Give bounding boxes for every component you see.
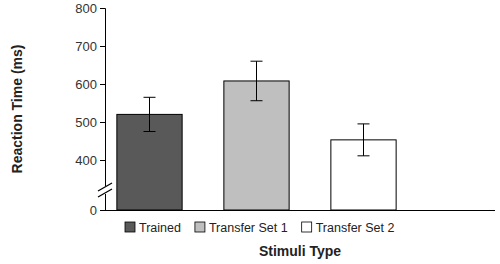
legend-label: Transfer Set 1 [209, 221, 288, 235]
error-bar-cap [144, 131, 156, 132]
error-bar-cap [251, 100, 263, 101]
axis-break [98, 183, 112, 197]
error-bar [358, 124, 370, 156]
legend-swatch [125, 222, 135, 232]
legend-label: Transfer Set 2 [316, 221, 395, 235]
error-bar [144, 97, 156, 131]
bar [224, 81, 289, 210]
y-tick-label: 500 [75, 115, 97, 130]
legend-item: Transfer Set 2 [302, 221, 395, 235]
error-bar-stem [363, 124, 364, 156]
axis-break-slash [98, 189, 112, 197]
legend-label: Trained [139, 221, 181, 235]
y-tick-label: 800 [75, 1, 97, 16]
y-tick-label: 0 [90, 203, 97, 218]
y-axis-title: Reaction Time (ms) [9, 45, 25, 174]
error-bar-cap [358, 123, 370, 124]
y-axis: 0 400 500 600 700 800 [75, 1, 105, 218]
y-tick-mark [100, 46, 105, 47]
y-tick: 500 [75, 115, 105, 130]
y-tick-mark [100, 84, 105, 85]
y-tick-label: 600 [75, 77, 97, 92]
y-tick: 600 [75, 77, 105, 92]
legend-item: Transfer Set 1 [195, 221, 288, 235]
legend-swatch [195, 222, 205, 232]
error-bar-cap [144, 97, 156, 98]
error-bar-cap [251, 61, 263, 62]
y-tick-mark [100, 160, 105, 161]
y-tick: 700 [75, 39, 105, 54]
y-tick-mark [100, 122, 105, 123]
y-tick: 800 [75, 1, 105, 16]
x-axis-line [105, 210, 495, 211]
y-axis-line [100, 9, 106, 211]
y-tick-label: 700 [75, 39, 97, 54]
error-bar-stem [256, 61, 257, 101]
x-axis-title: Stimuli Type [259, 243, 341, 259]
legend: Trained Transfer Set 1 Transfer Set 2 [125, 221, 394, 235]
y-tick-mark [100, 210, 105, 211]
y-tick-mark [100, 8, 105, 9]
legend-swatch [302, 222, 312, 232]
error-bar-stem [149, 97, 150, 131]
error-bar [251, 61, 263, 101]
y-tick: 400 [75, 153, 105, 168]
y-tick-label: 400 [75, 153, 97, 168]
legend-item: Trained [125, 221, 181, 235]
bars [117, 61, 396, 210]
chart: 0 400 500 600 700 800 Reaction Time (ms) Traine… [0, 0, 500, 264]
y-tick: 0 [90, 203, 105, 218]
error-bar-cap [358, 155, 370, 156]
